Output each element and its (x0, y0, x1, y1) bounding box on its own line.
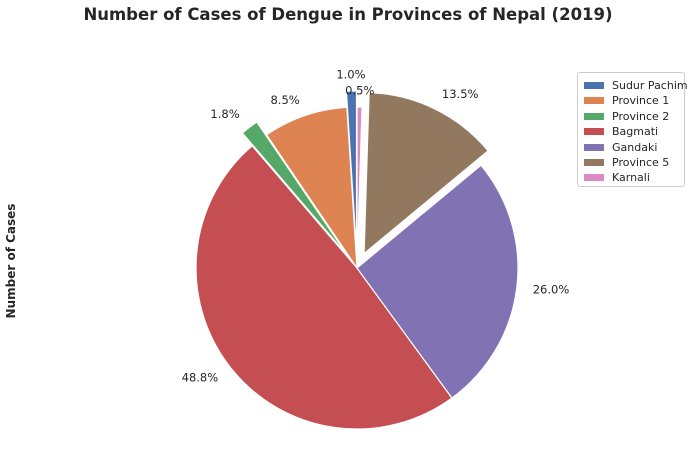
data-label-bagmati: 48.8% (182, 370, 219, 384)
data-label-province-5: 13.5% (442, 87, 479, 101)
legend-item-sudur-pachim: Sudur Pachim (584, 78, 688, 93)
chart-title: Number of Cases of Dengue in Provinces o… (83, 5, 612, 24)
pie-slice-karnali (356, 106, 363, 269)
legend-swatch (584, 128, 604, 136)
legend-swatch (584, 97, 604, 105)
data-label-gandaki: 26.0% (533, 282, 570, 296)
legend: Sudur Pachim Province 1 Province 2 Bagmati G… (577, 72, 688, 187)
data-label-sudur-pachim: 1.0% (336, 67, 365, 81)
legend-swatch (584, 82, 604, 89)
legend-label: Karnali (612, 171, 650, 185)
percent-labels: 1.0% 8.5% 1.8% 48.8% 26.0% 13.5% 0.5% (182, 67, 570, 384)
pie-slices (195, 90, 519, 430)
legend-swatch (584, 112, 604, 120)
legend-label: Province 2 (612, 109, 670, 123)
pie-slice-gandaki (356, 164, 519, 399)
pie-slice-province-5 (363, 91, 489, 255)
legend-swatch (584, 174, 604, 182)
legend-item-province-2: Province 2 (584, 109, 669, 124)
legend-label: Province 1 (612, 94, 670, 108)
legend-item-province-5: Province 5 (584, 155, 669, 170)
legend-item-gandaki: Gandaki (584, 140, 657, 155)
pie-slice-province-2 (241, 121, 348, 256)
y-axis-label: Number of Cases (4, 204, 18, 319)
legend-label: Sudur Pachim (612, 79, 688, 92)
legend-item-bagmati: Bagmati (584, 124, 658, 139)
legend-swatch (584, 143, 604, 151)
pie-slice-bagmati (195, 144, 453, 430)
legend-swatch (584, 159, 604, 166)
legend-item-karnali: Karnali (584, 170, 650, 185)
data-label-karnali: 0.5% (345, 83, 374, 97)
data-label-province-1: 8.5% (270, 93, 299, 107)
pie-slice-province-1 (265, 106, 358, 271)
legend-label: Bagmati (612, 125, 659, 139)
legend-item-province-1: Province 1 (584, 93, 669, 108)
data-label-province-2: 1.8% (210, 107, 239, 121)
legend-label: Province 5 (612, 156, 670, 169)
legend-label: Gandaki (612, 140, 658, 154)
